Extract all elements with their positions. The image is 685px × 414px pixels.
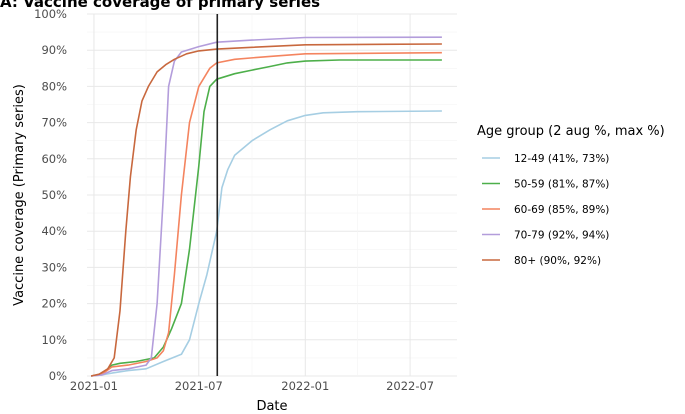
y-tick-label: 0% [49,369,67,383]
series-line [90,59,442,377]
x-tick-label: 2022-01 [281,379,329,393]
legend-label: 50-59 (81%, 87%) [514,179,609,191]
y-axis-title: Vaccine coverage (Primary series) [12,84,27,306]
legend: Age group (2 aug %, max %) 12-49 (41%, 7… [477,124,665,267]
y-tick-label: 80% [41,79,67,93]
legend-label: 80+ (90%, 92%) [514,255,601,267]
y-tick-label: 60% [41,152,67,166]
legend-label: 60-69 (85%, 89%) [514,204,609,216]
series-line [91,36,442,377]
chart-title: A: Vaccine coverage of primary series [0,0,321,11]
y-tick-label: 70% [41,116,67,130]
legend-label: 12-49 (41%, 73%) [514,153,609,165]
x-tick-label: 2021-01 [70,379,118,393]
grid [87,13,457,377]
y-tick-label: 100% [34,7,67,21]
y-tick-label: 30% [41,260,67,274]
y-tick-label: 20% [41,297,67,311]
y-tick-label: 40% [41,224,67,238]
y-tick-label: 90% [41,43,67,57]
x-tick-label: 2021-07 [175,379,223,393]
x-axis-title: Date [256,399,287,414]
legend-label: 70-79 (92%, 94%) [514,230,609,242]
legend-title: Age group (2 aug %, max %) [477,124,665,139]
series-line [90,51,442,377]
y-tick-label: 10% [41,333,67,347]
axis-ticks: 0% 10% 20% 30% 40% 50% 60% 70% 80% 90% 100% 2021-01… [34,7,434,393]
x-tick-label: 2022-07 [386,379,434,393]
y-tick-label: 50% [41,188,67,202]
